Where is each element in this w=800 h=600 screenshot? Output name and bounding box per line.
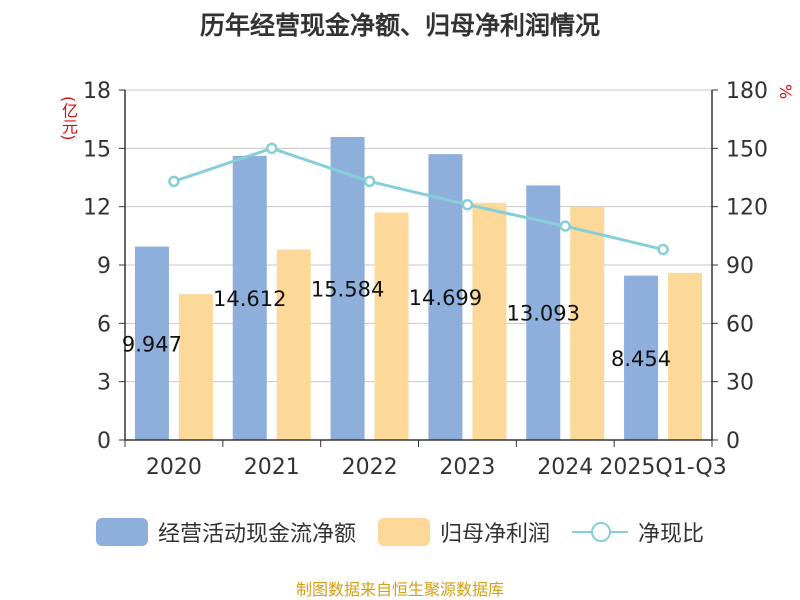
right-axis-tick-label: 90 (726, 254, 754, 279)
right-axis-unit: % (776, 84, 795, 100)
bar-data-label: 8.454 (611, 347, 671, 371)
left-axis-tick-label: 15 (83, 137, 111, 162)
left-axis-tick-label: 18 (83, 79, 111, 104)
x-axis-category-label: 2021 (244, 455, 300, 480)
right-axis-tick-label: 120 (726, 196, 768, 221)
right-axis-tick-label: 30 (726, 371, 754, 396)
x-axis-category-label: 2020 (146, 455, 202, 480)
x-axis-category-label: 2023 (439, 455, 495, 480)
legend-item-operating-cash-flow[interactable]: 经营活动现金流净额 (95, 516, 356, 548)
left-axis-tick-label: 6 (97, 312, 111, 337)
legend-swatch-operating-cash-flow (95, 518, 148, 546)
right-axis-tick-label: 180 (726, 79, 768, 104)
bar-operating-cash-flow (526, 185, 561, 440)
legend-item-net-profit[interactable]: 归母净利润 (377, 516, 550, 548)
legend: 经营活动现金流净额 归母净利润 净现比 (0, 516, 800, 548)
bar-data-label: 14.699 (409, 286, 482, 310)
bar-data-label: 14.612 (213, 287, 286, 311)
cash-ratio-line (173, 146, 664, 251)
left-axis-tick-label: 9 (97, 254, 111, 279)
bar-net-profit (570, 206, 605, 440)
cash-ratio-point (168, 175, 180, 188)
bar-operating-cash-flow (134, 246, 169, 440)
cash-ratio-point (363, 175, 376, 188)
bar-operating-cash-flow (232, 155, 267, 440)
cash-ratio-point (266, 142, 278, 155)
bar-net-profit (178, 294, 213, 440)
x-axis-category-label: 2025Q1-Q3 (599, 455, 726, 480)
legend-label-net-profit: 归母净利润 (439, 522, 550, 547)
bar-data-label: 9.947 (122, 332, 182, 356)
x-axis-category-label: 2022 (342, 455, 398, 480)
bar-data-label: 15.584 (311, 277, 384, 301)
bar-net-profit (472, 202, 507, 440)
bar-data-label: 13.093 (507, 302, 580, 326)
cash-ratio-point (559, 220, 571, 232)
bar-net-profit (374, 212, 409, 440)
legend-swatch-net-profit (377, 518, 430, 546)
legend-swatch-cash-ratio (572, 518, 628, 546)
cash-ratio-point (461, 198, 474, 211)
bar-operating-cash-flow (624, 275, 659, 440)
legend-label-operating-cash-flow: 经营活动现金流净额 (157, 522, 356, 547)
left-axis-unit: (亿元) (59, 96, 78, 141)
x-axis-category-label: 2024 (537, 455, 593, 480)
left-axis-tick-label: 12 (83, 196, 111, 221)
bar-net-profit (668, 272, 703, 440)
chart-title: 历年经营现金净额、归母净利润情况 (199, 11, 600, 40)
data-source-note: 制图数据来自恒生聚源数据库 (295, 580, 504, 599)
left-axis-tick-label: 3 (97, 371, 111, 396)
bar-operating-cash-flow (330, 136, 365, 440)
legend-item-cash-ratio[interactable]: 净现比 (572, 516, 704, 548)
cash-ratio-point (657, 243, 669, 256)
right-axis-tick-label: 150 (726, 137, 768, 162)
legend-label-cash-ratio: 净现比 (638, 522, 705, 547)
right-axis-tick-label: 0 (726, 429, 740, 454)
left-axis-tick-label: 0 (97, 429, 111, 454)
right-axis-tick-label: 60 (726, 312, 754, 337)
bar-net-profit (276, 249, 311, 440)
